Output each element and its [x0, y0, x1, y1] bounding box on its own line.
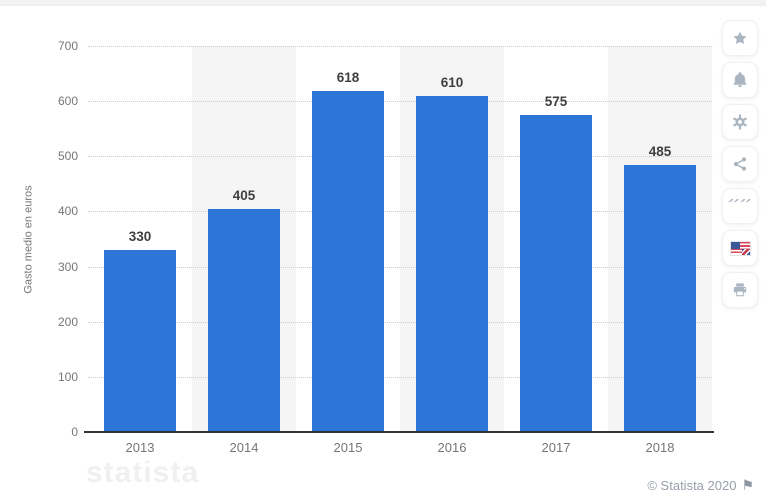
gridline	[88, 46, 712, 47]
gear-icon	[732, 114, 748, 130]
x-category-label: 2015	[333, 440, 363, 455]
alerts-button[interactable]	[722, 62, 758, 98]
bar[interactable]	[624, 164, 696, 432]
statista-watermark: statista	[86, 456, 200, 489]
language-button[interactable]	[722, 230, 758, 266]
x-category-label: 2016	[437, 440, 467, 455]
bar-value-label: 485	[648, 143, 672, 159]
x-category-label: 2017	[541, 440, 571, 455]
gridline	[88, 211, 712, 213]
bar-chart: Gasto medio en euros 330 405 618 610 575 485 …	[22, 39, 714, 489]
y-tick-label: 200	[57, 314, 78, 329]
x-category-label: 2018	[645, 440, 675, 455]
y-tick-label: 700	[57, 39, 78, 53]
gridline	[88, 156, 712, 158]
y-tick-label: 600	[57, 94, 78, 109]
y-tick-label: 400	[57, 204, 78, 219]
report-flag-icon[interactable]: ⚑	[741, 477, 754, 493]
bar[interactable]	[208, 208, 280, 432]
bell-icon	[732, 72, 748, 88]
gridline	[88, 376, 712, 378]
bar-value-label: 330	[128, 229, 152, 245]
bar[interactable]	[104, 250, 176, 432]
toolbar-sidebar: ””	[722, 20, 760, 314]
copyright-footer: © Statista 2020 ⚑	[647, 477, 754, 494]
gridline	[88, 321, 712, 323]
bar-value-label: 405	[232, 187, 256, 203]
bar-value-label: 610	[440, 74, 464, 90]
y-axis-title: Gasto medio en euros	[22, 185, 35, 294]
bar-value-label: 575	[544, 93, 568, 109]
favorite-button[interactable]	[722, 20, 758, 56]
share-icon	[732, 156, 748, 172]
bar[interactable]	[312, 91, 384, 432]
y-tick-label: 300	[57, 259, 78, 274]
x-category-label: 2013	[125, 440, 155, 455]
printer-icon	[732, 282, 748, 298]
bar-value-label: 618	[336, 70, 360, 86]
plot-area: 330 405 618 610 575 485	[88, 46, 712, 432]
gridline	[88, 266, 712, 268]
bar[interactable]	[416, 95, 488, 432]
copyright-text: © Statista 2020	[647, 478, 737, 493]
y-tick-label: 500	[57, 149, 78, 164]
x-axis-line	[84, 431, 714, 433]
cite-button[interactable]: ””	[722, 188, 758, 224]
settings-button[interactable]	[722, 104, 758, 140]
share-button[interactable]	[722, 146, 758, 182]
gridline	[88, 101, 712, 103]
print-button[interactable]	[722, 272, 758, 308]
quote-icon: ””	[728, 199, 752, 213]
top-strip	[0, 0, 766, 6]
us-flag-icon	[729, 240, 751, 256]
y-tick-label: 0	[71, 425, 78, 439]
x-category-label: 2014	[229, 440, 259, 455]
y-tick-label: 100	[57, 369, 78, 384]
star-icon	[732, 30, 748, 46]
bar[interactable]	[520, 114, 592, 432]
